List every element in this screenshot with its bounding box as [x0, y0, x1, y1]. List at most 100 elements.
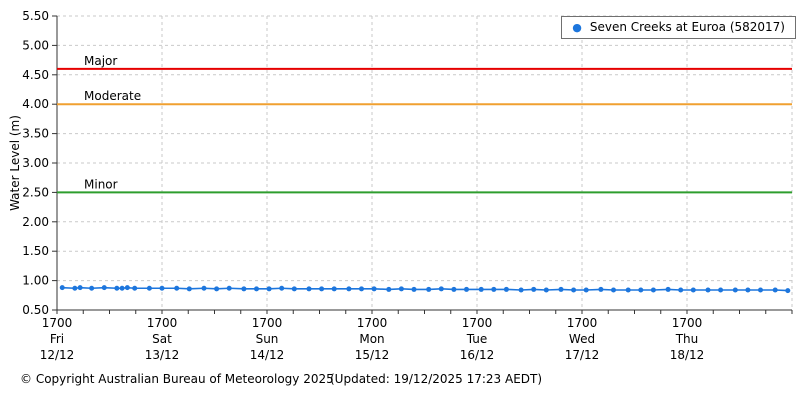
data-point: [583, 287, 589, 293]
data-point: [146, 285, 152, 291]
data-point: [531, 286, 537, 292]
data-point: [331, 286, 337, 292]
x-tick-day-label: Sat: [152, 332, 172, 346]
data-point: [279, 285, 285, 291]
x-tick-time-label: 1700: [567, 316, 598, 330]
legend-marker-icon: ●: [572, 20, 582, 34]
data-point: [650, 287, 656, 293]
x-tick-day-label: Fri: [50, 332, 64, 346]
x-tick-time-label: 1700: [42, 316, 73, 330]
data-point: [678, 287, 684, 293]
moderate-threshold-label: Moderate: [84, 89, 141, 103]
copyright-text: © Copyright Australian Bureau of Meteoro…: [20, 372, 334, 386]
data-point: [174, 285, 180, 291]
data-point: [254, 286, 259, 292]
legend: ● Seven Creeks at Euroa (582017): [561, 16, 796, 39]
y-tick-label: 2.50: [22, 185, 49, 199]
data-point: [214, 286, 220, 292]
data-point: [611, 287, 616, 293]
x-tick-date-label: 17/12: [565, 348, 600, 362]
data-point: [464, 286, 469, 292]
data-point: [598, 286, 604, 292]
y-axis-title: Water Level (m): [8, 115, 22, 211]
data-point: [718, 287, 724, 293]
data-point: [451, 286, 457, 292]
y-tick-label: 1.50: [22, 244, 49, 258]
data-point: [638, 287, 644, 293]
data-point: [201, 285, 207, 291]
data-point: [306, 286, 312, 292]
y-tick-label: 3.50: [22, 127, 49, 141]
data-point: [119, 285, 125, 291]
data-point: [371, 286, 377, 292]
x-tick-time-label: 1700: [462, 316, 493, 330]
data-point: [690, 287, 696, 293]
data-point: [241, 286, 247, 292]
data-point: [386, 286, 392, 292]
data-point: [772, 287, 778, 293]
data-point: [491, 286, 497, 292]
y-tick-label: 3.00: [22, 156, 49, 170]
data-point: [159, 285, 165, 291]
y-tick-label: 1.00: [22, 274, 49, 288]
x-tick-date-label: 12/12: [40, 348, 75, 362]
major-threshold-label: Major: [84, 54, 117, 68]
data-point: [411, 286, 417, 292]
data-point: [665, 286, 671, 292]
data-point: [89, 285, 95, 291]
x-tick-date-label: 16/12: [460, 348, 495, 362]
data-point: [226, 285, 232, 291]
data-point: [186, 286, 192, 292]
data-point: [503, 286, 509, 292]
data-point: [359, 286, 364, 292]
y-tick-label: 5.00: [22, 38, 49, 52]
data-point: [132, 285, 138, 291]
data-point: [478, 286, 484, 292]
data-point: [59, 285, 65, 291]
x-tick-date-label: 13/12: [145, 348, 180, 362]
legend-label: Seven Creeks at Euroa (582017): [589, 20, 785, 34]
data-point: [124, 285, 130, 291]
x-tick-date-label: 18/12: [670, 348, 705, 362]
data-point: [426, 286, 432, 292]
x-tick-time-label: 1700: [252, 316, 283, 330]
series-line: [62, 286, 788, 292]
x-tick-day-label: Mon: [359, 332, 384, 346]
data-point: [705, 287, 711, 293]
data-point: [745, 287, 751, 293]
x-tick-date-label: 15/12: [355, 348, 390, 362]
x-tick-day-label: Wed: [569, 332, 595, 346]
data-point: [438, 286, 444, 292]
data-point: [558, 286, 564, 292]
data-point: [758, 287, 763, 293]
data-point: [543, 287, 549, 293]
data-point: [785, 288, 791, 294]
data-point: [625, 287, 631, 293]
y-tick-label: 5.50: [22, 9, 49, 23]
data-point: [77, 285, 83, 291]
updated-timestamp: (Updated: 19/12/2025 17:23 AEDT): [330, 372, 543, 386]
data-point: [72, 285, 78, 291]
data-point: [114, 285, 120, 291]
minor-threshold-label: Minor: [84, 177, 118, 191]
data-point: [571, 287, 577, 293]
y-tick-label: 2.00: [22, 215, 49, 229]
data-point: [398, 286, 404, 292]
y-tick-label: 4.50: [22, 68, 49, 82]
data-point: [346, 286, 352, 292]
x-tick-time-label: 1700: [147, 316, 178, 330]
data-point: [101, 285, 107, 291]
x-tick-day-label: Sun: [256, 332, 279, 346]
data-point: [266, 286, 272, 292]
data-point: [291, 286, 297, 292]
x-tick-time-label: 1700: [357, 316, 388, 330]
x-tick-day-label: Tue: [466, 332, 488, 346]
x-tick-day-label: Thu: [675, 332, 699, 346]
data-point: [732, 287, 738, 293]
y-tick-label: 0.50: [22, 303, 49, 317]
x-tick-time-label: 1700: [672, 316, 703, 330]
y-tick-label: 4.00: [22, 97, 49, 111]
data-point: [518, 287, 524, 293]
